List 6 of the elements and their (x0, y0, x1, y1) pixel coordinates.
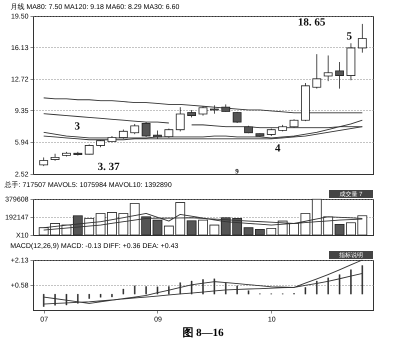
annotation: 3. 37 (98, 160, 120, 173)
annotation: 18. 65 (298, 16, 326, 28)
annotation: 3 (74, 120, 80, 133)
annotation: 5 (346, 30, 352, 43)
text: 图 8—16 (182, 327, 224, 339)
annotation: 4 (275, 142, 282, 155)
